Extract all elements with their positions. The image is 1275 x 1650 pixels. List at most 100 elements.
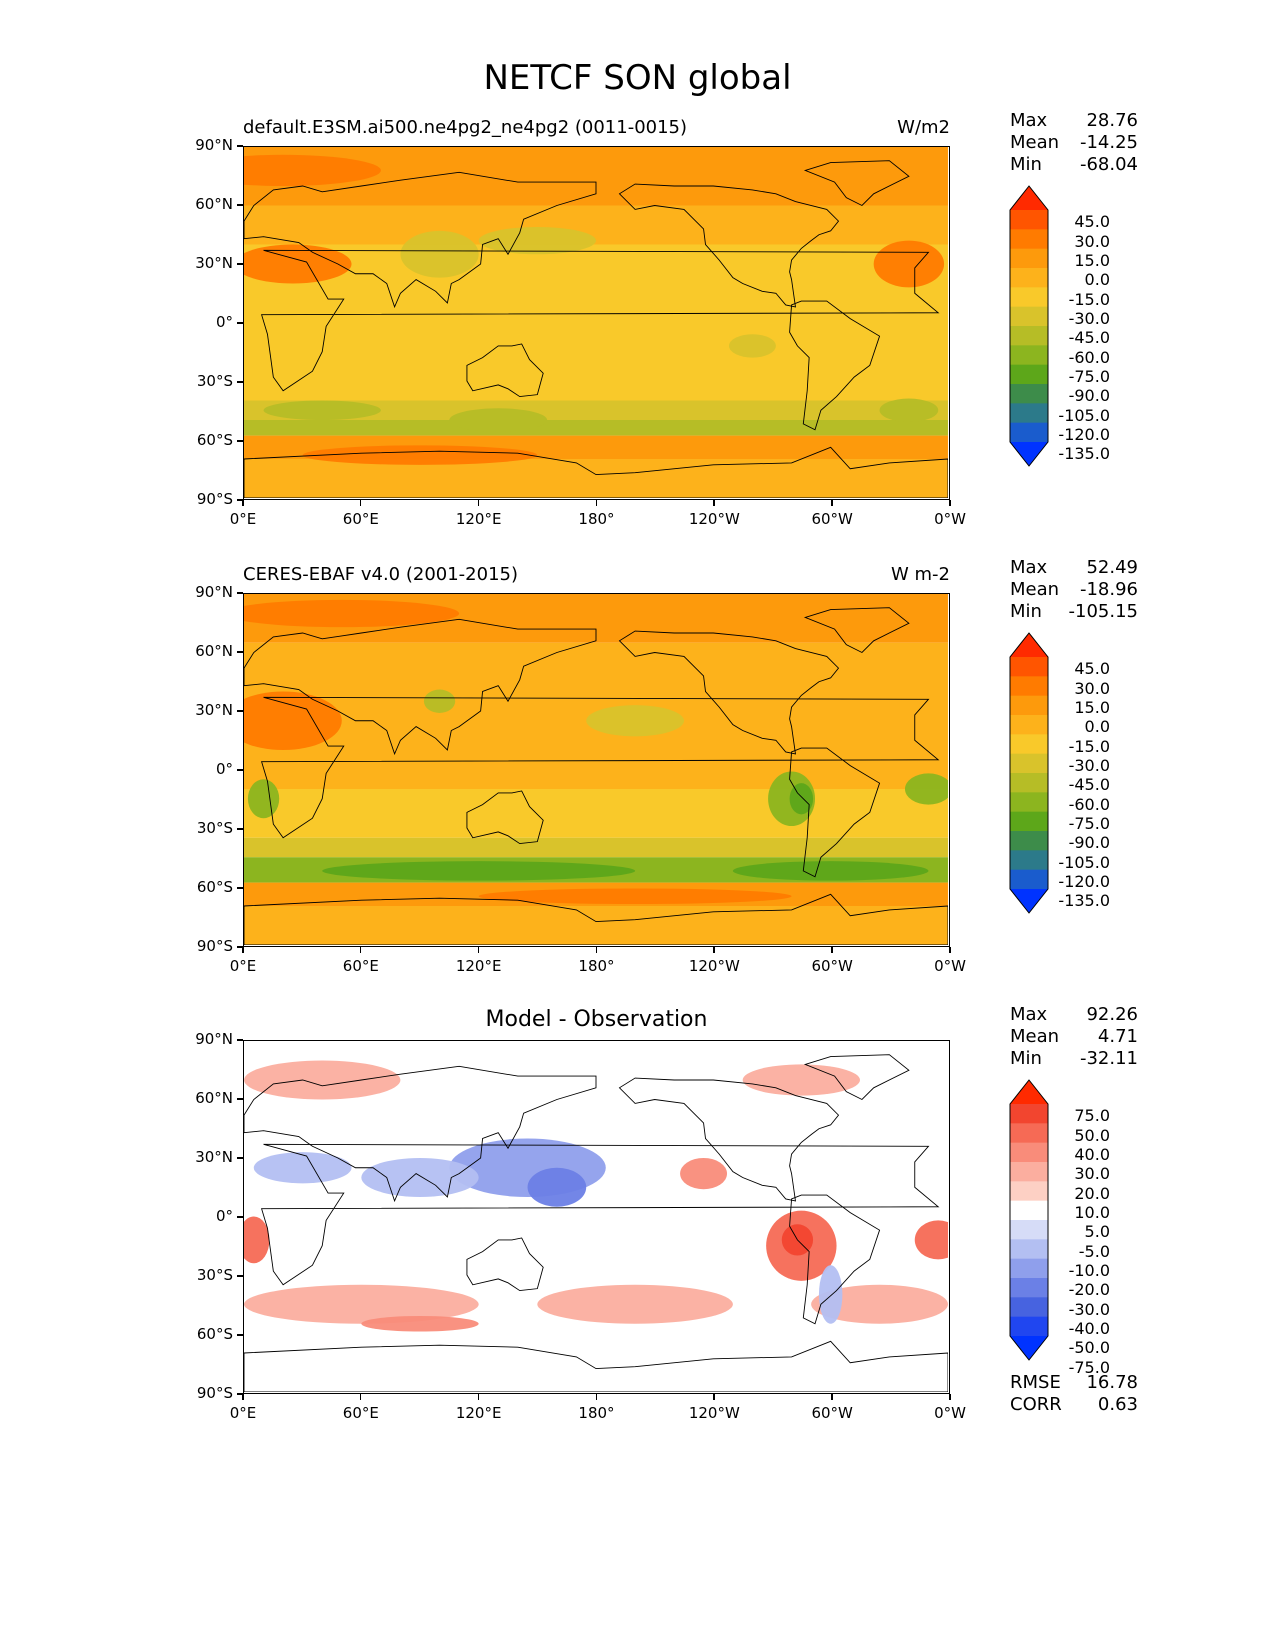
lon-tick (477, 1394, 480, 1400)
lat-tick-label: 60°N (195, 195, 233, 213)
lat-tick (237, 651, 243, 653)
lon-tick (831, 1394, 833, 1400)
lon-tick-label: 180° (578, 510, 615, 528)
metrics-box: RMSE 16.78 CORR 0.63 (1010, 1372, 1138, 1416)
lon-tick-label: 120°W (688, 1404, 740, 1422)
lon-tick-label: 60°E (342, 957, 379, 975)
colorbar-extend-min (1010, 442, 1048, 466)
colorbar-segment (1010, 773, 1048, 793)
lon-tick (477, 947, 480, 953)
colorbar-label: -75.0 (1068, 1357, 1110, 1377)
colorbar-label: 50.0 (1074, 1125, 1110, 1145)
colorbar-segment (1010, 869, 1048, 890)
lon-tick-label: 60°E (342, 1404, 379, 1422)
metric-label: RMSE (1010, 1372, 1061, 1393)
lon-tick (359, 947, 362, 953)
stats-box: Max 52.49 Mean -18.96 Min -105.15 (1010, 557, 1138, 623)
colorbar-segment (1010, 403, 1048, 424)
colorbar-segment (1010, 326, 1048, 346)
lon-tick-label: 120°E (455, 1404, 502, 1422)
metric-rmse: RMSE 16.78 (1010, 1372, 1138, 1394)
colorbar-label: -30.0 (1068, 1299, 1110, 1319)
stat-max: Max 92.26 (1010, 1004, 1138, 1026)
lat-tick (237, 1216, 243, 1218)
lat-tick (237, 769, 243, 771)
lon-tick-label: 120°E (455, 957, 502, 975)
colorbar-label: 30.0 (1074, 231, 1110, 251)
metric-value: 0.63 (1097, 1394, 1138, 1415)
lat-tick (237, 145, 243, 147)
lat-tick-label: 30°S (196, 372, 233, 390)
colorbar-label: 75.0 (1074, 1106, 1110, 1126)
lat-tick-label: 90°S (196, 490, 233, 508)
stat-value: -18.96 (1079, 579, 1138, 600)
stat-value: 52.49 (1086, 557, 1138, 578)
lon-tick (595, 1394, 597, 1400)
colorbar-extend-max (1010, 633, 1048, 657)
lat-tick-label: 0° (215, 313, 233, 331)
stat-value: -32.11 (1079, 1048, 1138, 1069)
map-plot (243, 593, 950, 947)
colorbar-label: 0.0 (1084, 270, 1110, 290)
colorbar-segment (1010, 850, 1048, 871)
lon-tick-label: 120°W (688, 957, 740, 975)
stat-min: Min -68.04 (1010, 154, 1138, 176)
lat-tick (237, 887, 243, 889)
lat-tick-label: 30°S (196, 819, 233, 837)
coastlines (244, 160, 948, 498)
colorbar-segment (1010, 734, 1048, 755)
colorbar-extend-min (1010, 889, 1048, 913)
panel-units: W m-2 (890, 564, 950, 585)
stat-mean: Mean -14.25 (1010, 132, 1138, 154)
colorbar-segment (1010, 1258, 1048, 1279)
colorbar-label: 15.0 (1074, 698, 1110, 717)
lon-tick (242, 947, 244, 953)
panel-center-title: Model - Observation (485, 1007, 708, 1032)
colorbar-segment (1010, 1220, 1048, 1240)
lat-tick (237, 1275, 243, 1277)
lon-tick (831, 500, 833, 506)
colorbar-segment (1010, 1316, 1048, 1337)
colorbar-segment (1010, 1123, 1048, 1144)
lat-tick (237, 1334, 243, 1336)
lat-tick (237, 204, 243, 206)
colorbar-segment (1010, 1162, 1048, 1182)
colorbar-segment (1010, 364, 1048, 385)
colorbar-label: -20.0 (1068, 1280, 1110, 1300)
stat-label: Min (1010, 601, 1042, 622)
lat-tick (237, 710, 243, 712)
colorbar-label: 30.0 (1074, 678, 1110, 698)
stat-value: 92.26 (1086, 1004, 1138, 1025)
lat-tick (237, 1393, 243, 1395)
colorbar-segment (1010, 792, 1048, 813)
colorbar-segment (1010, 345, 1048, 366)
colorbar-label: -30.0 (1068, 756, 1110, 775)
lon-tick (713, 1394, 715, 1400)
colorbar-label: -75.0 (1068, 367, 1110, 386)
lon-tick-label: 60°W (811, 1404, 853, 1422)
panel-units: W/m2 (897, 117, 950, 138)
colorbar-segment (1010, 1239, 1048, 1260)
colorbar-segment (1010, 753, 1048, 774)
lat-tick-label: 90°S (196, 1384, 233, 1402)
stat-label: Min (1010, 154, 1042, 175)
colorbar-segment (1010, 1200, 1048, 1221)
colorbar-segment (1010, 422, 1048, 443)
lat-tick-label: 30°N (195, 254, 233, 272)
lat-tick-label: 30°S (196, 1266, 233, 1284)
colorbar-segment (1010, 268, 1048, 288)
stat-label: Min (1010, 1048, 1042, 1069)
lon-tick (477, 500, 480, 506)
lat-tick (237, 499, 243, 501)
colorbar-label: 45.0 (1074, 212, 1110, 232)
lat-tick-label: 60°S (196, 878, 233, 896)
lat-tick (237, 946, 243, 948)
lat-tick-label: 60°S (196, 431, 233, 449)
stat-value: -68.04 (1079, 154, 1138, 175)
stat-label: Max (1010, 110, 1048, 131)
colorbar-label: -90.0 (1068, 833, 1110, 853)
lat-tick (237, 440, 243, 442)
lat-tick (237, 1157, 243, 1159)
colorbar-label: 10.0 (1074, 1203, 1110, 1222)
colorbar-extend-min (1010, 1336, 1048, 1360)
